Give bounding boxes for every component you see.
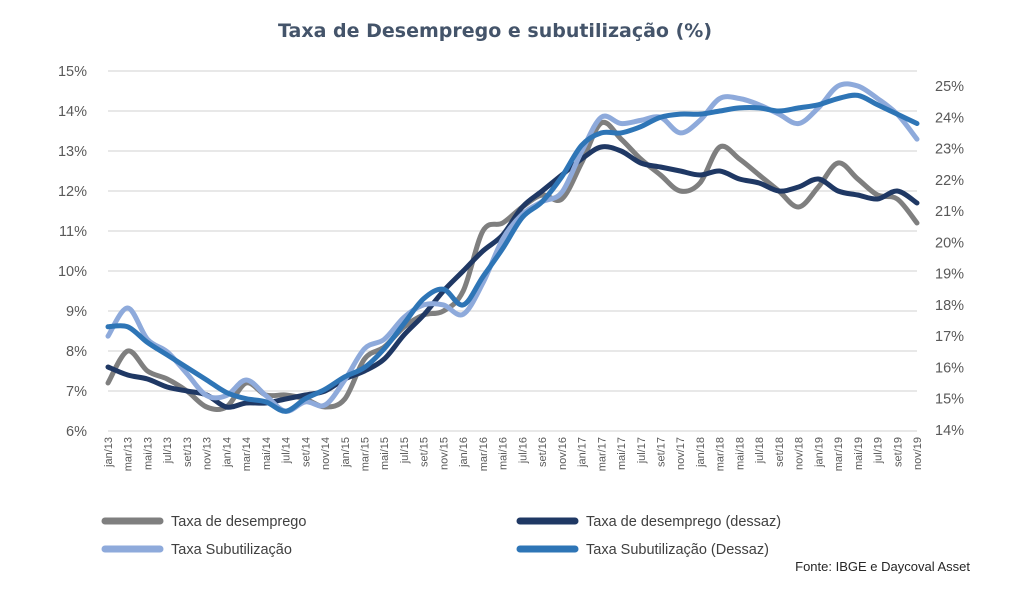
x-tick-label: nov/13: [202, 437, 214, 470]
x-axis-ticks: jan/13 mar/13 mai/13 jul/13 set/13 nov/13 jan/…: [103, 437, 924, 471]
x-tick-label: jan/16: [458, 437, 470, 468]
legend-label: Taxa de desemprego: [171, 514, 306, 530]
series-lines: [105, 81, 920, 414]
x-tick-label: nov/19: [912, 437, 924, 470]
source-note: Fonte: IBGE e Daycoval Asset: [795, 559, 970, 574]
right-axis-ticks: 14% 15% 16% 17% 18% 19% 20% 21% 22% 23% 24% 25%: [935, 79, 964, 439]
x-tick-label: set/18: [774, 437, 786, 467]
legend-item: Taxa de desemprego (dessaz): [516, 514, 781, 530]
x-tick-label: jul/13: [162, 437, 174, 464]
x-tick-label: set/17: [655, 437, 667, 467]
x-tick-label: mai/18: [734, 437, 746, 470]
x-tick-label: jul/14: [281, 437, 293, 464]
x-tick-label: set/15: [419, 437, 431, 467]
left-tick-label: 14%: [58, 104, 87, 120]
x-tick-label: nov/15: [438, 437, 450, 470]
x-tick-label: mar/17: [596, 437, 608, 471]
series-line-0: [105, 119, 920, 412]
series-line-3: [105, 92, 920, 414]
left-tick-label: 10%: [58, 264, 87, 280]
left-tick-label: 15%: [58, 64, 87, 80]
legend-label: Taxa de desemprego (dessaz): [586, 514, 781, 530]
x-tick-label: jul/17: [636, 437, 648, 464]
left-tick-label: 12%: [58, 184, 87, 200]
x-tick-label: jul/15: [399, 437, 411, 464]
series-line-1: [105, 144, 920, 410]
left-tick-label: 13%: [58, 144, 87, 160]
x-tick-label: jan/18: [695, 437, 707, 468]
x-tick-label: mar/19: [833, 437, 845, 471]
legend-item: Taxa Subutilização: [101, 542, 292, 558]
x-tick-label: mar/18: [715, 437, 727, 471]
right-tick-label: 25%: [935, 79, 964, 95]
right-tick-label: 22%: [935, 173, 964, 189]
x-tick-label: jan/15: [340, 437, 352, 468]
legend-item: Taxa Subutilização (Dessaz): [516, 542, 769, 558]
left-tick-label: 11%: [59, 224, 87, 240]
x-tick-label: nov/14: [320, 437, 332, 470]
x-tick-label: mar/13: [123, 437, 135, 471]
x-tick-label: set/19: [892, 437, 904, 467]
x-tick-label: nov/16: [557, 437, 569, 470]
right-tick-label: 17%: [935, 329, 964, 345]
x-tick-label: jan/13: [103, 437, 115, 468]
x-tick-label: set/14: [300, 437, 312, 467]
right-tick-label: 21%: [935, 204, 964, 220]
x-tick-label: jul/16: [517, 437, 529, 464]
x-tick-label: nov/18: [794, 437, 806, 470]
x-tick-label: jan/14: [221, 437, 233, 468]
right-tick-label: 20%: [935, 235, 964, 251]
right-tick-label: 14%: [935, 423, 964, 439]
x-tick-label: set/13: [182, 437, 194, 467]
left-tick-label: 6%: [66, 424, 87, 440]
x-tick-label: jan/17: [577, 437, 589, 468]
legend-label: Taxa Subutilização: [171, 542, 292, 558]
right-tick-label: 18%: [935, 298, 964, 314]
x-tick-label: mar/14: [241, 437, 253, 471]
x-tick-label: mai/14: [261, 437, 273, 470]
x-tick-label: mar/15: [360, 437, 372, 471]
left-tick-label: 7%: [66, 384, 87, 400]
x-tick-label: mar/16: [478, 437, 490, 471]
x-tick-label: mai/17: [616, 437, 628, 470]
x-tick-label: set/16: [537, 437, 549, 467]
legend: Taxa de desemprego Taxa de desemprego (de…: [101, 514, 781, 558]
x-tick-label: mai/19: [853, 437, 865, 470]
x-tick-label: nov/17: [675, 437, 687, 470]
series-line-2: [105, 81, 920, 414]
x-tick-label: mai/15: [379, 437, 391, 470]
right-tick-label: 15%: [935, 392, 964, 408]
x-tick-label: mai/13: [142, 437, 154, 470]
x-tick-label: jul/19: [873, 437, 885, 464]
x-tick-label: jan/19: [813, 437, 825, 468]
chart-title: Taxa de Desemprego e subutilização (%): [278, 20, 712, 42]
right-tick-label: 23%: [935, 142, 964, 158]
left-axis-ticks: 6% 7% 8% 9% 10% 11% 12% 13% 14% 15%: [58, 64, 87, 440]
x-tick-label: jul/18: [754, 437, 766, 464]
x-tick-label: mai/16: [498, 437, 510, 470]
left-tick-label: 8%: [66, 344, 87, 360]
legend-label: Taxa Subutilização (Dessaz): [586, 542, 769, 558]
right-tick-label: 19%: [935, 267, 964, 283]
left-tick-label: 9%: [66, 304, 87, 320]
legend-item: Taxa de desemprego: [101, 514, 306, 530]
right-tick-label: 24%: [935, 110, 964, 126]
right-tick-label: 16%: [935, 360, 964, 376]
